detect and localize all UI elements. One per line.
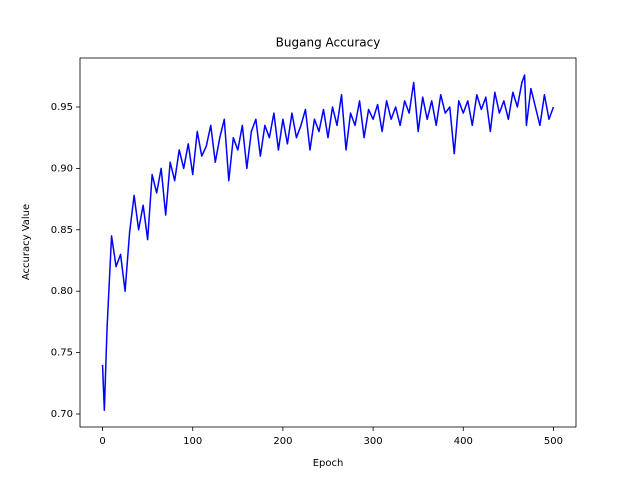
x-tick-label: 200 xyxy=(273,436,292,447)
y-tick-label: 0.85 xyxy=(51,225,73,236)
chart-title: Bugang Accuracy xyxy=(276,36,381,50)
data-line xyxy=(101,74,555,412)
x-tick-label: 300 xyxy=(364,436,383,447)
y-tick-label: 0.95 xyxy=(51,102,73,113)
y-tick-label: 0.75 xyxy=(51,348,73,359)
y-tick-label: 0.80 xyxy=(51,286,73,297)
x-tick-label: 500 xyxy=(544,436,563,447)
x-tick-label: 400 xyxy=(454,436,473,447)
y-tick-label: 0.70 xyxy=(51,409,73,420)
x-tick-label: 100 xyxy=(183,436,202,447)
x-axis-label: Epoch xyxy=(313,458,344,469)
x-tick-label: 0 xyxy=(99,436,105,447)
y-axis-label: Accuracy Value xyxy=(21,204,32,280)
axes-frame xyxy=(79,57,577,428)
y-tick-label: 0.90 xyxy=(51,163,73,174)
